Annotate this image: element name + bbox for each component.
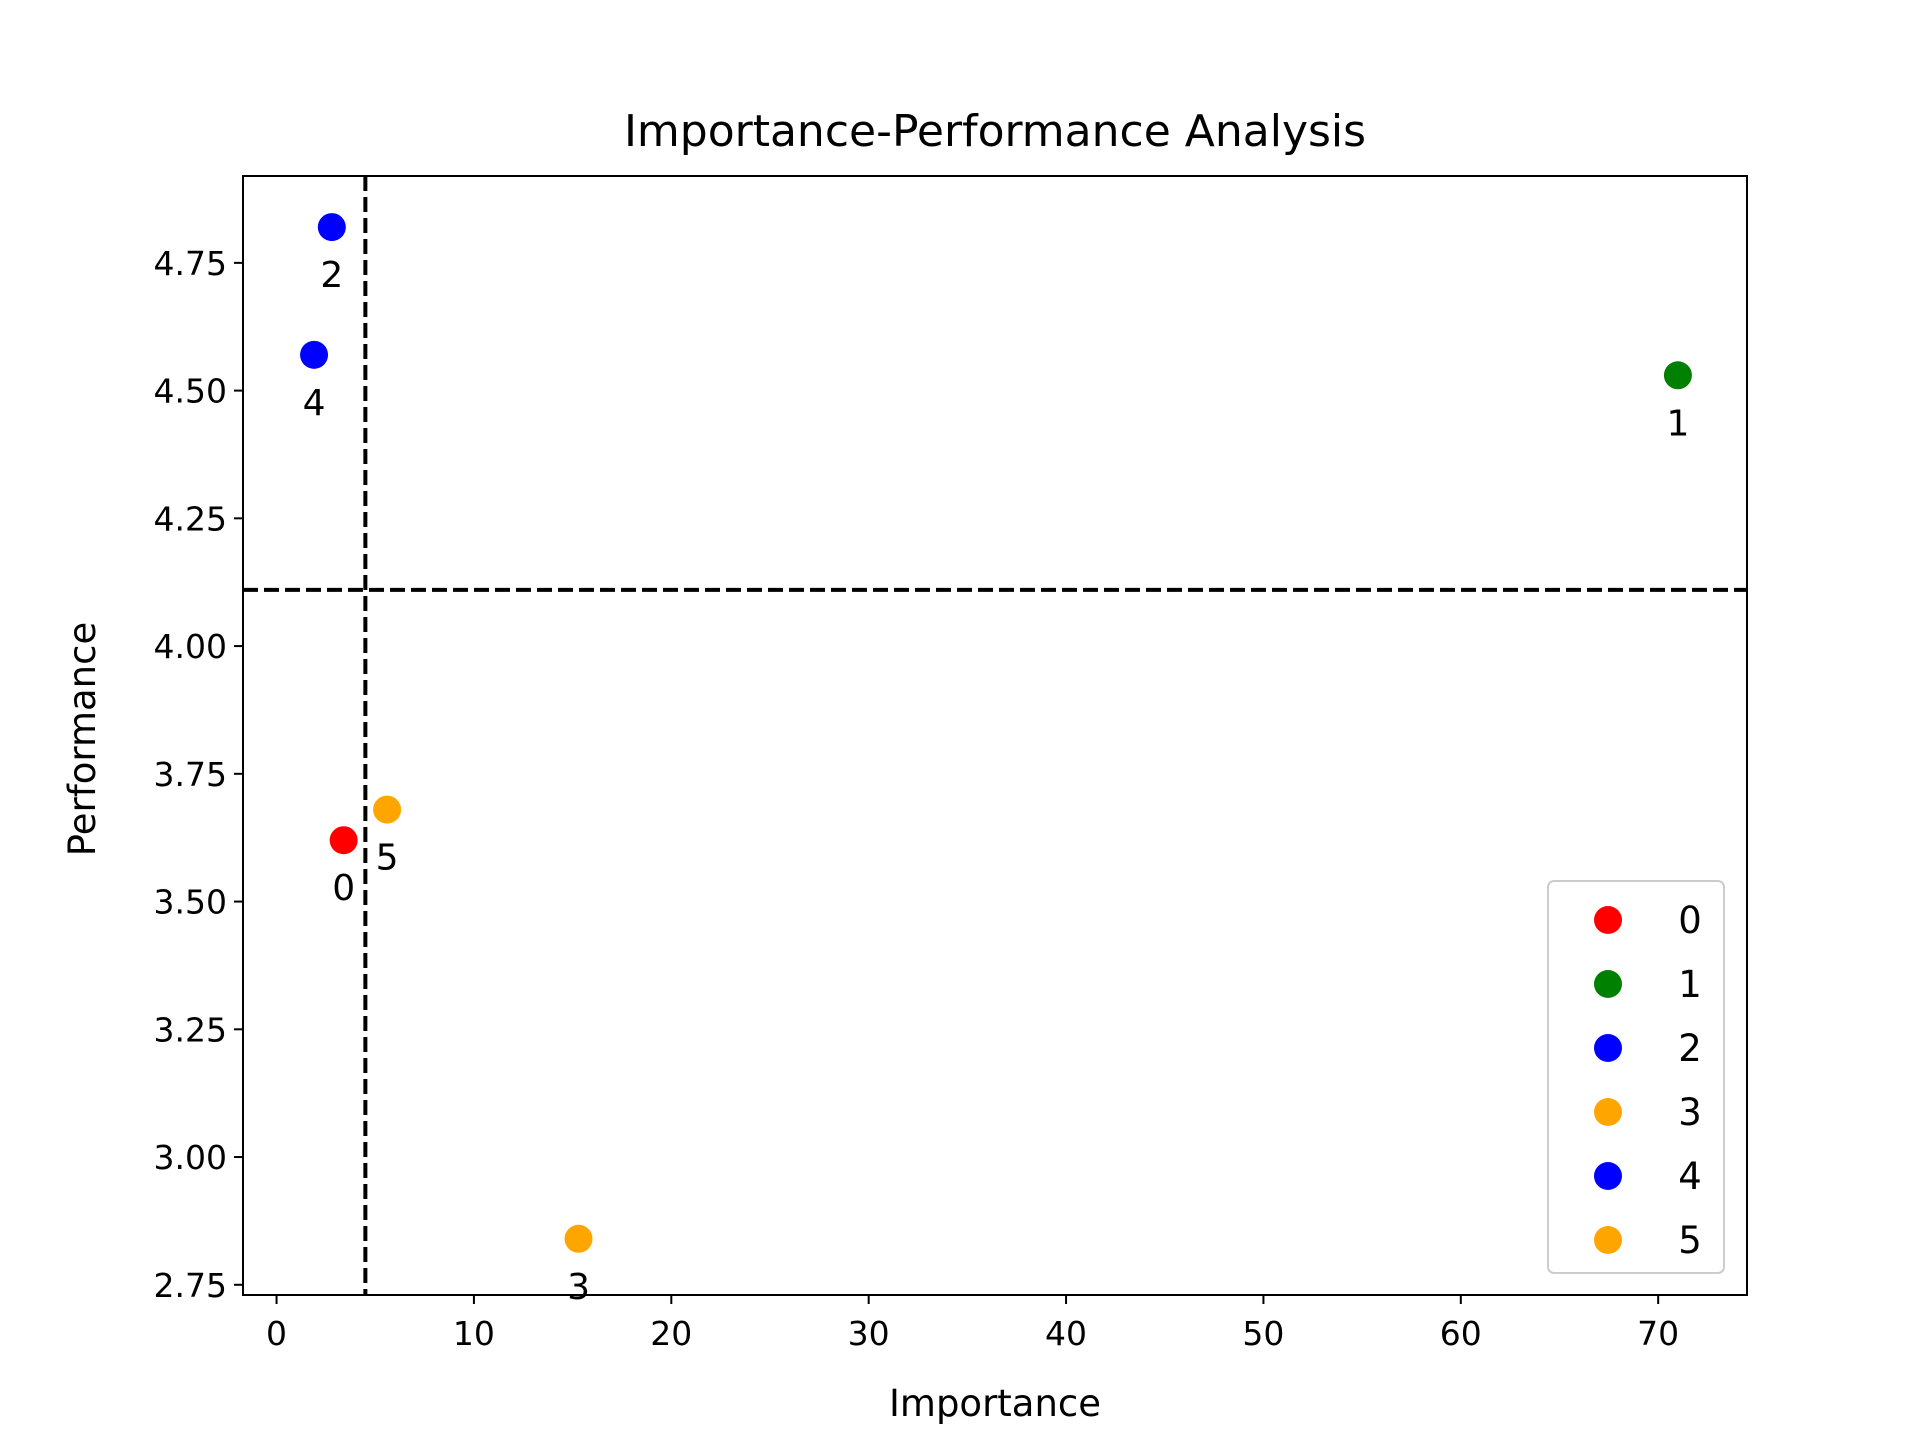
x-tick-label: 10 <box>453 1314 495 1353</box>
x-tick-label: 20 <box>650 1314 692 1353</box>
axis-ticks: 0 10 20 30 40 50 60 702.753.003.253.503.754.004… <box>154 244 1680 1353</box>
x-tick-label: 60 <box>1440 1314 1482 1353</box>
y-axis-label: Performance <box>61 622 104 856</box>
data-point <box>373 795 402 824</box>
legend-marker <box>1594 1034 1622 1062</box>
y-tick-label: 4.25 <box>154 499 227 538</box>
legend-marker <box>1594 1226 1622 1254</box>
legend-label: 3 <box>1678 1091 1702 1134</box>
y-tick-label: 3.25 <box>154 1010 227 1049</box>
point-label: 5 <box>376 838 399 879</box>
y-tick-label: 4.00 <box>154 627 227 666</box>
legend-label: 0 <box>1678 899 1702 942</box>
point-label: 1 <box>1666 403 1689 444</box>
x-tick-label: 70 <box>1637 1314 1679 1353</box>
point-label: 2 <box>320 255 343 296</box>
x-tick-label: 50 <box>1242 1314 1284 1353</box>
x-tick-label: 30 <box>848 1314 890 1353</box>
legend-marker <box>1594 970 1622 998</box>
legend-marker <box>1594 1098 1622 1126</box>
data-point <box>300 340 329 369</box>
y-tick-label: 2.75 <box>154 1266 227 1305</box>
y-tick-label: 4.50 <box>154 372 227 411</box>
data-points <box>300 213 1692 1253</box>
chart-title: Importance-Performance Analysis <box>624 106 1366 157</box>
data-point <box>1663 361 1692 390</box>
x-tick-label: 0 <box>266 1314 287 1353</box>
x-axis-label: Importance <box>889 1382 1101 1425</box>
data-point <box>329 826 358 855</box>
legend-marker <box>1594 906 1622 934</box>
legend-label: 1 <box>1678 963 1702 1006</box>
data-point <box>317 213 346 242</box>
y-tick-label: 3.50 <box>154 883 227 922</box>
x-tick-label: 40 <box>1045 1314 1087 1353</box>
point-labels: 0 1 2 3 4 5 <box>303 255 1690 1308</box>
y-tick-label: 3.75 <box>154 755 227 794</box>
legend-marker <box>1594 1162 1622 1190</box>
legend-label: 5 <box>1678 1219 1702 1262</box>
legend-label: 2 <box>1678 1027 1702 1070</box>
point-label: 3 <box>567 1267 590 1308</box>
point-label: 4 <box>303 383 326 424</box>
y-tick-label: 3.00 <box>154 1138 227 1177</box>
legend: 0 1 2 3 4 5 <box>1547 880 1725 1274</box>
data-point <box>564 1224 593 1253</box>
plot-area-frame <box>242 175 1748 1296</box>
point-label: 0 <box>332 868 355 909</box>
reference-lines <box>243 176 1747 1295</box>
y-tick-label: 4.75 <box>154 244 227 283</box>
legend-frame <box>1547 880 1725 1274</box>
legend-label: 4 <box>1678 1155 1702 1198</box>
